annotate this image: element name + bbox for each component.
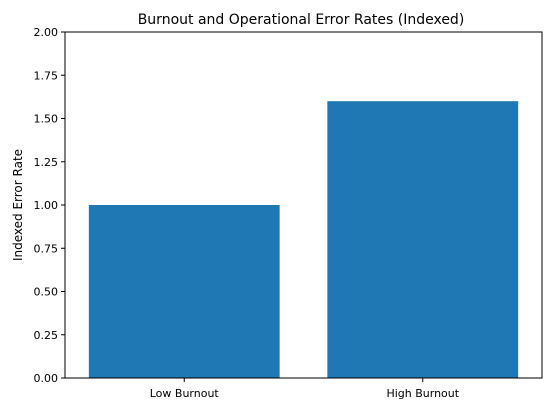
- plot-frame: [64, 31, 543, 379]
- x-tick-label: Low Burnout: [150, 387, 220, 400]
- y-tick-label: 1.25: [34, 156, 59, 169]
- x-tick-label: High Burnout: [386, 387, 459, 400]
- y-tick-label: 0.00: [34, 372, 59, 385]
- bar-low-burnout: [88, 205, 280, 378]
- y-tick-label: 1.50: [34, 113, 59, 126]
- y-tick-label: 1.75: [34, 69, 59, 82]
- y-ticks-group: 0.00 0.25 0.50 0.75 1.00 1.25 1.50 1.75 2.00: [34, 26, 65, 385]
- bars-group: [88, 101, 519, 378]
- x-ticks-group: Low Burnout High Burnout: [150, 378, 460, 400]
- y-axis-label: Indexed Error Rate: [11, 149, 25, 261]
- y-tick-label: 1.00: [34, 199, 59, 212]
- bar-high-burnout: [327, 101, 519, 378]
- chart-title: Burnout and Operational Error Rates (Ind…: [138, 12, 465, 28]
- y-tick-label: 0.25: [34, 329, 59, 342]
- y-tick-label: 0.50: [34, 286, 59, 299]
- y-tick-label: 2.00: [34, 26, 59, 39]
- y-tick-label: 0.75: [34, 242, 59, 255]
